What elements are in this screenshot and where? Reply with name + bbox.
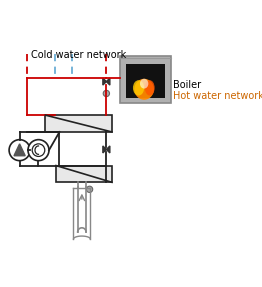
Polygon shape bbox=[103, 146, 106, 153]
Bar bbox=[120, 56, 171, 103]
Circle shape bbox=[9, 140, 30, 161]
Circle shape bbox=[86, 186, 93, 193]
Ellipse shape bbox=[134, 79, 154, 100]
Polygon shape bbox=[106, 146, 110, 153]
Text: Boiler: Boiler bbox=[173, 80, 201, 90]
Text: Cold water network: Cold water network bbox=[31, 50, 126, 60]
Bar bbox=[46, 115, 112, 132]
Polygon shape bbox=[106, 78, 110, 85]
Ellipse shape bbox=[145, 80, 155, 96]
Circle shape bbox=[103, 90, 110, 97]
Ellipse shape bbox=[140, 79, 148, 89]
Bar bbox=[126, 64, 165, 98]
Polygon shape bbox=[103, 78, 106, 85]
Polygon shape bbox=[14, 144, 25, 156]
Ellipse shape bbox=[133, 80, 144, 96]
Circle shape bbox=[28, 140, 49, 161]
Text: Hot water network: Hot water network bbox=[173, 91, 262, 100]
Circle shape bbox=[32, 144, 45, 156]
Bar bbox=[56, 166, 112, 182]
